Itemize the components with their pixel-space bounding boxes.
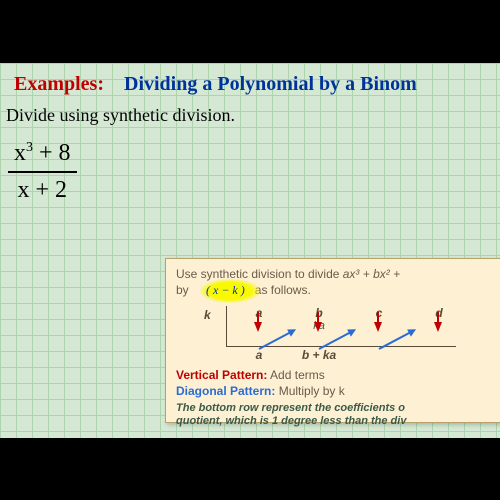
bottom-note: The bottom row represent the coefficient…: [176, 402, 494, 430]
synthetic-division-diagram: k a a b ka b + ka c: [204, 306, 494, 366]
fraction-denominator: x + 2: [8, 175, 77, 206]
generic-polynomial: ax³ + bx² +: [343, 267, 400, 281]
diagram-col-c: c: [354, 306, 404, 362]
arrow-down-icon: [314, 322, 322, 332]
divisor-expression: ( x − k ): [206, 283, 245, 297]
title-text: Dividing a Polynomial by a Binom: [124, 73, 417, 95]
info-line-2: by ( x − k ) , as follows.: [176, 281, 494, 304]
diagram-col-a: a a: [234, 306, 284, 362]
fraction-bar: [8, 171, 77, 173]
video-frame: Examples: Dividing a Polynomial by a Bin…: [0, 0, 500, 500]
synthetic-division-info-box: Use synthetic division to divide ax³ + b…: [165, 258, 500, 423]
examples-label: Examples:: [14, 73, 104, 95]
slide-canvas: Examples: Dividing a Polynomial by a Bin…: [0, 63, 500, 438]
diagram-vertical-bar: [226, 306, 227, 346]
problem-fraction: x3 + 8 x + 2: [8, 138, 77, 206]
diagram-col-b: b ka b + ka: [294, 306, 344, 362]
arrow-down-icon: [374, 322, 382, 332]
arrow-down-icon: [434, 322, 442, 332]
k-label: k: [204, 308, 211, 322]
diagonal-pattern-row: Diagonal Pattern: Multiply by k: [176, 384, 494, 398]
instruction-text: Divide using synthetic division.: [6, 105, 235, 126]
arrow-down-icon: [254, 322, 262, 332]
fraction-numerator: x3 + 8: [8, 138, 77, 169]
vertical-pattern-row: Vertical Pattern: Add terms: [176, 368, 494, 382]
diagram-col-d: d: [414, 306, 464, 362]
slide-title: Examples: Dividing a Polynomial by a Bin…: [14, 73, 500, 96]
